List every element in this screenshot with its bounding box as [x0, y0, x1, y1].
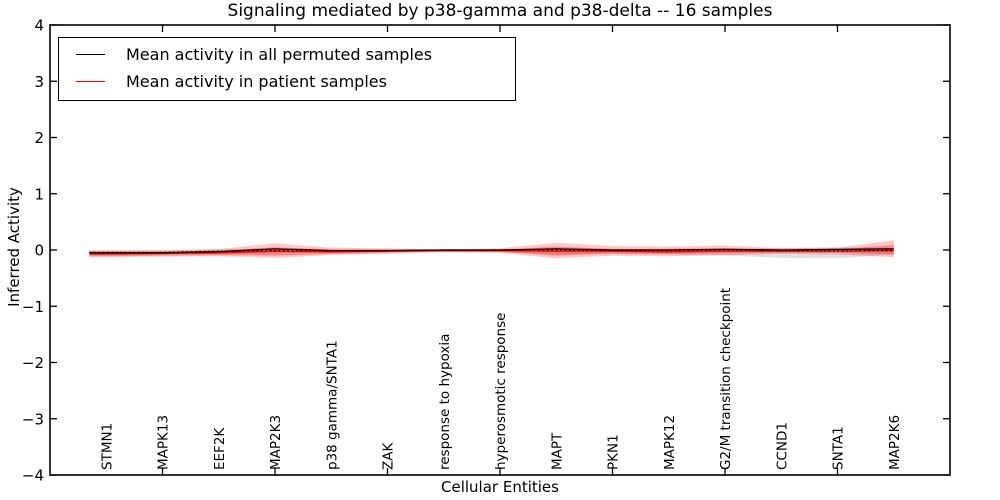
y-tick-label: −3: [22, 410, 44, 428]
x-category-label: MAP2K3: [268, 415, 284, 470]
x-category-label: MAPK13: [156, 415, 172, 470]
x-category-label: p38 gamma/SNTA1: [324, 340, 340, 470]
y-tick-label: −1: [22, 298, 44, 316]
y-tick-label: 0: [34, 242, 44, 260]
legend-label: Mean activity in patient samples: [126, 72, 387, 91]
x-axis-label: Cellular Entities: [441, 478, 559, 496]
y-tick-label: −2: [22, 354, 44, 372]
x-category-label: MAPT: [549, 432, 565, 470]
x-category-label: ZAK: [381, 442, 397, 470]
x-category-label: CCND1: [774, 422, 790, 470]
x-category-label: G2/M transition checkpoint: [718, 288, 734, 470]
x-category-label: MAP2K6: [887, 415, 903, 470]
legend-label: Mean activity in all permuted samples: [126, 45, 433, 64]
x-category-label: MAPK12: [662, 415, 678, 470]
y-tick-label: −4: [22, 467, 44, 485]
chart-title: Signaling mediated by p38-gamma and p38-…: [227, 1, 773, 21]
y-tick-label: 1: [34, 185, 44, 203]
y-tick-label: 2: [34, 129, 44, 147]
x-category-label: response to hypoxia: [437, 334, 453, 470]
legend-item: Mean activity in patient samples: [59, 68, 515, 95]
series-permuted-mean-dotted: [89, 249, 894, 253]
legend-line-sample: [76, 81, 105, 82]
x-category-label: EEF2K: [212, 427, 228, 470]
legend: Mean activity in all permuted samples Mea…: [58, 37, 516, 101]
legend-item: Mean activity in all permuted samples: [59, 41, 515, 68]
x-category-label: SNTA1: [831, 426, 847, 470]
y-tick-label: 3: [34, 73, 44, 91]
x-category-label: PKN1: [606, 434, 622, 470]
y-tick-label: 4: [34, 17, 44, 35]
x-category-label: STMN1: [99, 423, 115, 470]
x-category-label: hyperosmotic response: [493, 313, 509, 470]
legend-line-sample: [76, 54, 105, 55]
